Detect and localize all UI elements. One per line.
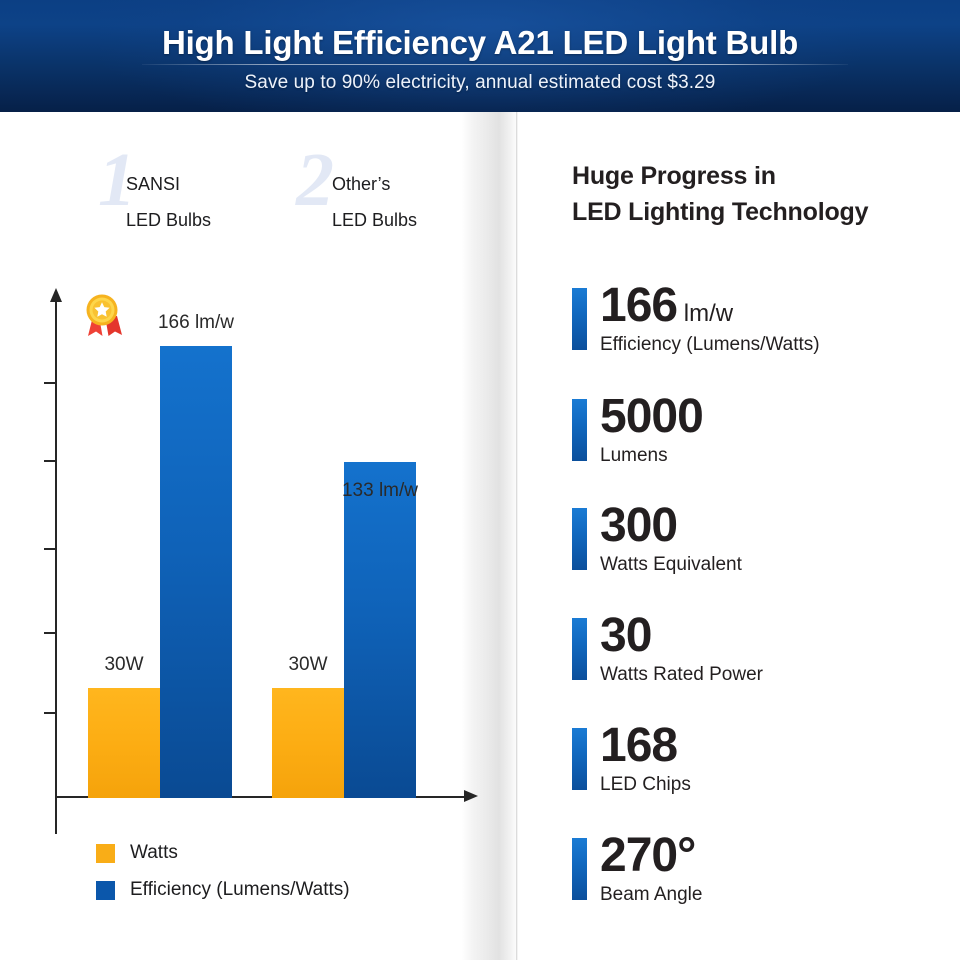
stat-value-led-chips: 168 (600, 719, 678, 772)
legend-swatch-efficiency-icon (96, 880, 115, 900)
stat-value-watts-equivalent: 300 (600, 499, 678, 552)
y-axis-tick (44, 460, 56, 462)
stat-label-watts-rated-power: Watts Rated Power (600, 664, 763, 685)
rank-watermark-2: 2 (296, 138, 334, 222)
y-axis-tick (44, 632, 56, 634)
stat-accent-bar (572, 838, 587, 900)
legend-item-watts: Watts (96, 842, 178, 864)
x-axis-arrow (464, 790, 478, 802)
y-axis-tick (44, 548, 56, 550)
y-axis-stub (55, 798, 57, 834)
bar-efficiency-other (344, 462, 416, 798)
brand-name-other: Other’s (332, 174, 391, 194)
rank-watermark-1: 1 (98, 138, 136, 222)
bar-chart: 30W 166 lm/w 30W 133 lm/w Watts Efficien… (0, 112, 478, 960)
legend-item-efficiency: Efficiency (Lumens/Watts) (96, 879, 350, 901)
stat-label-beam-angle: Beam Angle (600, 884, 703, 905)
stat-value-efficiency: 166 lm/w (600, 276, 733, 344)
legend-swatch-watts-icon (96, 843, 115, 863)
page-fold-edge (516, 112, 518, 960)
bar-label-efficiency-other: 133 lm/w (341, 480, 419, 501)
stat-number-efficiency: 166 (600, 279, 678, 332)
stat-accent-bar (572, 399, 587, 461)
stat-accent-bar (572, 618, 587, 680)
right-heading-line-1: Huge Progress in (572, 162, 776, 190)
stat-value-watts-rated-power: 30 (600, 609, 652, 662)
brand-name-sansi: SANSI (126, 174, 181, 194)
stat-label-efficiency: Efficiency (Lumens/Watts) (600, 334, 820, 355)
y-axis-line (55, 300, 57, 814)
stat-accent-bar (572, 508, 587, 570)
stat-accent-bar (572, 728, 587, 790)
header-banner: High Light Efficiency A21 LED Light Bulb… (0, 0, 960, 112)
stat-label-watts-equivalent: Watts Equivalent (600, 554, 742, 575)
bar-label-watts-other: 30W (288, 654, 328, 675)
right-panel: Huge Progress in LED Lighting Technology… (518, 112, 960, 960)
page-title: High Light Efficiency A21 LED Light Bulb (161, 24, 799, 61)
y-axis-tick (44, 712, 56, 714)
gold-medal-icon (86, 294, 122, 336)
left-panel: 1 SANSI LED Bulbs 2 Other’s LED Bulbs (0, 112, 478, 960)
brand-type-sansi: LED Bulbs (126, 210, 212, 230)
right-panel-heading: Huge Progress in LED Lighting Technology (572, 158, 952, 230)
stat-unit-efficiency: lm/w (677, 300, 734, 327)
right-heading-line-2: LED Lighting Technology (572, 198, 869, 226)
y-axis-arrow (50, 288, 62, 302)
bar-watts-sansi (88, 688, 160, 798)
x-axis-line (55, 796, 466, 798)
legend-label-watts: Watts (130, 842, 178, 863)
stat-label-led-chips: LED Chips (600, 774, 691, 795)
stat-value-beam-angle: 270° (600, 829, 696, 882)
brand-type-other: LED Bulbs (332, 210, 418, 230)
bar-label-watts-sansi: 30W (104, 654, 144, 675)
stat-label-lumens: Lumens (600, 445, 668, 466)
legend-label-efficiency: Efficiency (Lumens/Watts) (130, 879, 350, 900)
header-divider (142, 64, 848, 65)
header-subtitle: Save up to 90% electricity, annual estim… (244, 72, 716, 93)
stat-accent-bar (572, 288, 587, 350)
bar-efficiency-sansi (160, 346, 232, 798)
stat-value-lumens: 5000 (600, 390, 704, 443)
y-axis-tick (44, 382, 56, 384)
bar-watts-other (272, 688, 344, 798)
page-fold-divider (462, 112, 518, 960)
bar-label-efficiency-sansi: 166 lm/w (157, 312, 235, 333)
